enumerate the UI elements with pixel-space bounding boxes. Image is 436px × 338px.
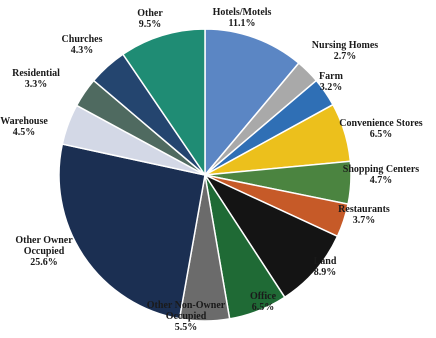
pie-slice-hotels-motels [204,28,300,178]
pie-label-warehouse: Warehouse 4.5% [0,116,48,138]
pie-label-shopping-centers: Shopping Centers 4.7% [343,164,420,186]
pie-label-nursing-homes: Nursing Homes 2.7% [312,40,379,62]
pie-label-churches: Churches 4.3% [62,34,103,56]
pie-label-residential: Residential 3.3% [12,68,60,90]
pie-label-office: Office 6.5% [250,291,277,313]
pie-label-hotels-motels: Hotels/Motels 11.1% [213,7,272,29]
pie-label-convenience-stores: Convenience Stores 6.5% [339,118,423,140]
pie-slices [58,28,352,322]
pie-slice-other-owner-occupied [58,143,206,320]
pie-labels: Hotels/Motels 11.1% Nursing Homes 2.7% Farm 3… [0,7,423,333]
pie-slice-land [202,173,339,299]
pie-label-farm: Farm 3.2% [319,71,344,93]
pie-label-other: Other 9.5% [137,8,163,30]
pie-slice-other [121,28,206,178]
pie-label-other-non-owner-occupied: Other Non-Owner Occupied 5.5% [147,300,226,333]
pie-label-other-owner-occupied: Other Owner Occupied 25.6% [15,235,73,268]
pie-label-restaurants: Restaurants 3.7% [338,204,390,226]
pie-label-land: Land 8.9% [314,256,337,278]
